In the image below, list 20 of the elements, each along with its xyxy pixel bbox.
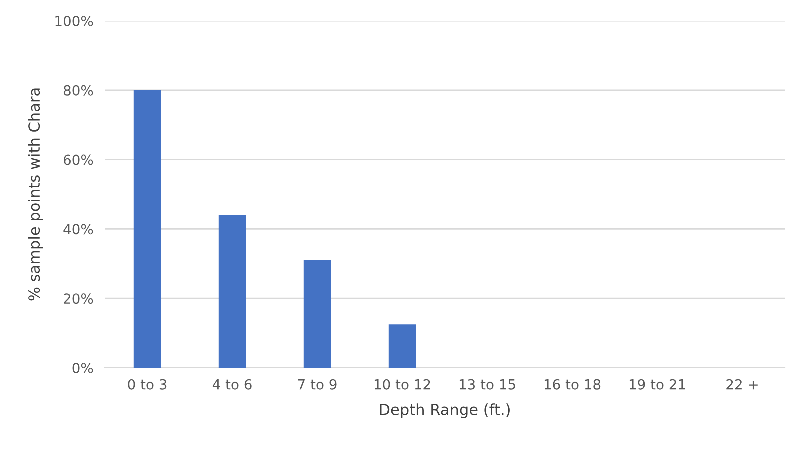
x-tick-label: 10 to 12 (374, 379, 430, 390)
x-axis-title: Depth Range (ft.) (380, 404, 510, 418)
y-tick-label: 20% (64, 294, 94, 304)
y-tick-label: 40% (64, 224, 94, 235)
x-tick-label: 16 to 18 (544, 379, 601, 390)
y-tick-label: 80% (64, 85, 94, 96)
y-tick-label: 100% (56, 16, 94, 26)
bar (304, 260, 332, 368)
bar (134, 90, 162, 368)
y-tick-label: 0% (72, 362, 94, 374)
x-tick-label: 22 + (726, 379, 758, 390)
bar (388, 324, 416, 368)
x-tick-label: 7 to 9 (298, 379, 337, 390)
x-tick-label: 0 to 3 (128, 379, 167, 390)
x-tick-label: 4 to 6 (212, 379, 252, 390)
y-tick-label: 60% (64, 154, 94, 166)
x-tick-label: 19 to 21 (630, 379, 686, 390)
x-tick-label: 13 to 15 (460, 379, 516, 390)
bar (218, 215, 246, 368)
y-axis-title: % sample points with Chara (28, 88, 44, 301)
